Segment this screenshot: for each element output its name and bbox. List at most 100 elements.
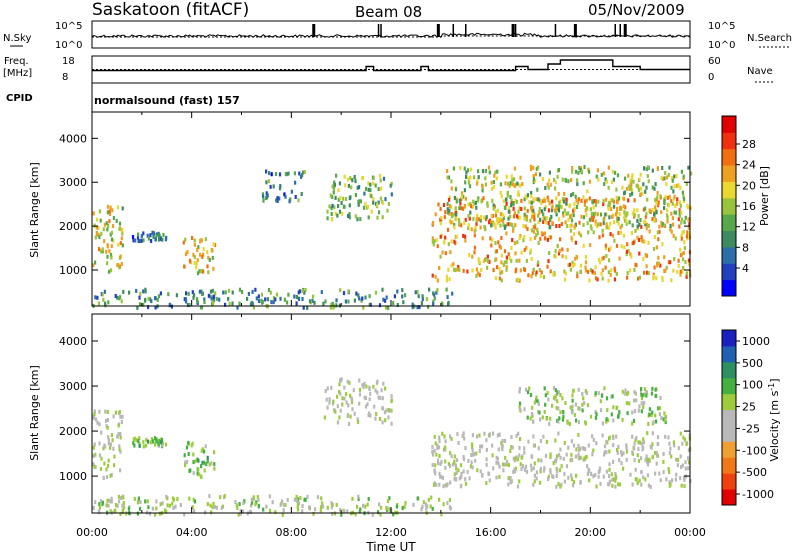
echo-point	[294, 195, 297, 199]
echo-point	[625, 218, 628, 223]
colorbar-segment	[722, 393, 736, 411]
echo-point	[196, 258, 199, 263]
echo-point	[665, 182, 668, 186]
noise-left-tick-bottom: 10^0	[55, 40, 82, 51]
echo-point	[581, 446, 584, 451]
echo-point	[632, 418, 636, 423]
echo-point	[392, 301, 395, 306]
echo-point	[482, 215, 486, 220]
echo-point	[675, 472, 678, 477]
echo-point	[436, 244, 439, 249]
echo-point	[441, 431, 444, 436]
echo-point	[546, 391, 549, 395]
echo-point	[299, 496, 302, 500]
colorbar-tick-label: -1000	[742, 488, 774, 501]
echo-point	[617, 413, 620, 418]
echo-point	[605, 212, 608, 217]
echo-point	[448, 498, 451, 502]
colorbar-segment	[722, 473, 736, 490]
echo-point	[110, 255, 113, 260]
echo-point	[672, 222, 675, 227]
echo-point	[526, 208, 529, 213]
echo-point	[549, 235, 552, 240]
echo-point	[611, 180, 614, 185]
echo-point	[577, 420, 580, 425]
echo-point	[358, 378, 361, 383]
echo-point	[431, 239, 434, 244]
echo-point	[339, 507, 342, 512]
echo-point	[133, 436, 136, 441]
echo-point	[540, 458, 543, 463]
echo-point	[577, 406, 580, 411]
echo-point	[582, 243, 585, 248]
echo-point	[340, 512, 343, 517]
echo-point	[481, 184, 484, 189]
echo-point	[642, 437, 645, 442]
echo-point	[626, 211, 629, 216]
echo-point	[481, 169, 485, 174]
echo-point	[302, 305, 305, 310]
echo-point	[515, 433, 518, 438]
echo-point	[630, 187, 633, 192]
echo-point	[431, 236, 434, 241]
echo-point	[184, 297, 187, 302]
echo-point	[613, 238, 616, 243]
echo-point	[580, 214, 583, 219]
echo-point	[501, 447, 504, 452]
echo-point	[429, 504, 432, 509]
echo-point	[588, 278, 591, 283]
echo-point	[496, 169, 499, 174]
echo-point	[532, 197, 535, 202]
echo-point	[647, 271, 650, 276]
echo-point	[132, 437, 135, 442]
frequency-left-tick-bottom: 8	[62, 72, 68, 83]
echo-point	[645, 264, 648, 269]
echo-point	[549, 455, 552, 459]
echo-point	[591, 200, 594, 205]
echo-point	[206, 455, 209, 460]
echo-point	[552, 386, 556, 391]
echo-point	[514, 251, 517, 256]
echo-point	[604, 243, 607, 248]
echo-point	[388, 496, 391, 501]
echo-point	[308, 505, 311, 510]
echo-point	[469, 167, 473, 172]
echo-point	[301, 504, 304, 508]
echo-point	[137, 496, 140, 501]
echo-point	[366, 402, 369, 407]
echo-point	[621, 417, 624, 422]
echo-point	[640, 224, 643, 229]
echo-point	[548, 235, 551, 240]
echo-point	[478, 273, 481, 278]
echo-point	[533, 225, 536, 230]
echo-point	[509, 203, 513, 208]
echo-point	[119, 449, 122, 454]
echo-point	[118, 226, 121, 231]
echo-point	[543, 386, 546, 391]
power-frame	[91, 111, 691, 307]
echo-point	[187, 452, 190, 456]
echo-point	[643, 392, 646, 397]
echo-point	[103, 222, 106, 227]
colorbar-segment	[722, 361, 736, 379]
echo-point	[666, 219, 669, 224]
echo-point	[132, 441, 135, 446]
echo-point	[583, 456, 586, 461]
echo-point	[296, 501, 300, 506]
echo-point	[349, 393, 352, 398]
echo-point	[106, 227, 109, 232]
echo-point	[212, 294, 216, 299]
echo-point	[554, 186, 557, 191]
echo-point	[306, 306, 309, 310]
velocity-echoes	[92, 377, 692, 517]
echo-point	[325, 397, 328, 402]
echo-point	[512, 214, 516, 219]
time-axis-label: Time UT	[365, 540, 416, 554]
echo-point	[571, 393, 574, 398]
echo-point	[278, 196, 281, 201]
echo-point	[646, 431, 649, 436]
echo-point	[268, 494, 271, 499]
echo-point	[381, 396, 384, 401]
echo-point	[601, 433, 604, 438]
echo-point	[261, 192, 264, 197]
